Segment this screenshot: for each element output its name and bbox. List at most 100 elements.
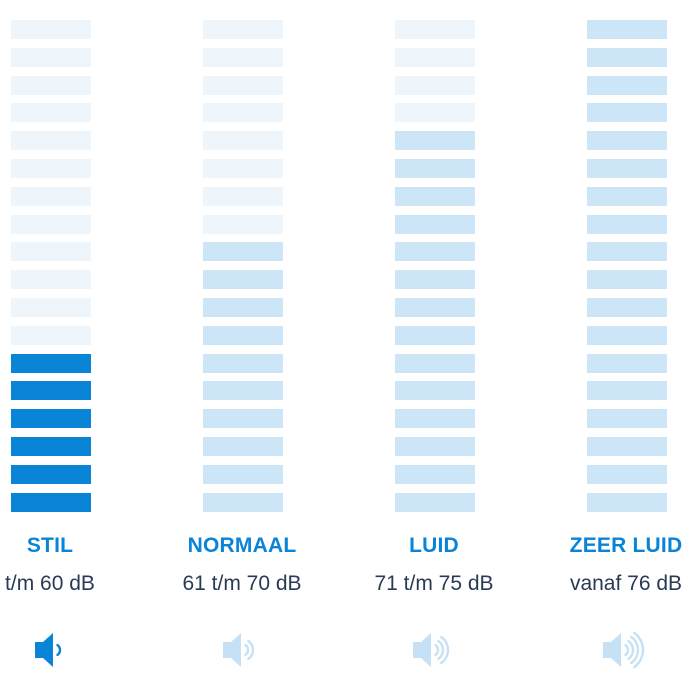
meter-segment-inactive <box>11 158 91 178</box>
meter-segment-inactive <box>11 242 91 262</box>
meter-segment-active <box>203 464 283 484</box>
meter-segment-active <box>587 158 667 178</box>
meter-segment-inactive <box>203 214 283 234</box>
level-range: 71 t/m 75 dB <box>374 572 494 595</box>
meter-segment-inactive <box>11 103 91 123</box>
meter-segment-active <box>587 409 667 429</box>
meter-segment-active <box>395 492 475 512</box>
meter-segment-inactive <box>203 103 283 123</box>
meter-segment-active <box>395 464 475 484</box>
meter-segment-active <box>203 297 283 317</box>
sound-wave <box>56 643 62 657</box>
meter-segment-active <box>11 492 91 512</box>
meter-segment-active <box>11 464 91 484</box>
meter-segment-active <box>11 436 91 456</box>
meter-segment-active <box>395 186 475 206</box>
meter-segment-active <box>203 436 283 456</box>
meter-segment-active <box>395 158 475 178</box>
level-range: t/m 60 dB <box>5 572 95 595</box>
meter-segment-inactive <box>203 75 283 95</box>
sound-wave <box>630 635 640 665</box>
level-range: 61 t/m 70 dB <box>182 572 302 595</box>
meter-segment-active <box>587 325 667 345</box>
meter-segment-inactive <box>11 131 91 151</box>
sound-wave <box>244 643 250 657</box>
sound-wave <box>247 639 255 661</box>
volume-meter <box>11 20 91 520</box>
meter-segment-inactive <box>203 20 283 39</box>
meter-segment-active <box>587 131 667 151</box>
meter-segment-active <box>587 381 667 401</box>
speaker-one-wave-icon <box>35 633 62 667</box>
speaker-two-waves-icon <box>223 633 255 667</box>
meter-segment-inactive <box>11 75 91 95</box>
sound-wave <box>434 643 440 657</box>
meter-segment-active <box>587 20 667 39</box>
meter-segment-inactive <box>11 297 91 317</box>
meter-segment-active <box>11 353 91 373</box>
meter-segment-inactive <box>203 186 283 206</box>
meter-segment-active <box>395 436 475 456</box>
meter-segment-active <box>587 436 667 456</box>
meter-segment-active <box>11 381 91 401</box>
sound-wave <box>624 643 630 657</box>
speaker-body <box>413 633 431 667</box>
meter-segment-inactive <box>11 20 91 39</box>
meter-segment-active <box>203 353 283 373</box>
meter-segment-inactive <box>395 75 475 95</box>
meter-segment-active <box>587 186 667 206</box>
meter-segment-active <box>587 242 667 262</box>
meter-segment-active <box>11 409 91 429</box>
meter-segment-active <box>395 381 475 401</box>
speaker-body <box>35 633 53 667</box>
level-luid: LUID 71 t/m 75 dB <box>374 0 559 700</box>
level-zeer-luid: ZEER LUID vanaf 76 dB <box>570 0 700 700</box>
meter-segment-active <box>587 75 667 95</box>
meter-segment-active <box>203 270 283 290</box>
level-range: vanaf 76 dB <box>569 572 683 595</box>
meter-segment-inactive <box>395 20 475 39</box>
meter-segment-active <box>587 103 667 123</box>
speaker-four-waves-icon <box>603 631 645 669</box>
meter-segment-active <box>203 409 283 429</box>
volume-meter <box>395 20 475 520</box>
speaker-body <box>223 633 241 667</box>
meter-segment-inactive <box>395 47 475 67</box>
meter-segment-active <box>587 270 667 290</box>
sound-wave <box>633 631 645 669</box>
level-label: STIL <box>26 534 74 557</box>
meter-segment-active <box>587 214 667 234</box>
meter-segment-active <box>203 381 283 401</box>
meter-segment-active <box>203 325 283 345</box>
meter-segment-active <box>395 270 475 290</box>
speaker-three-waves-icon <box>413 633 450 667</box>
meter-segment-active <box>587 353 667 373</box>
meter-segment-active <box>395 325 475 345</box>
meter-segment-active <box>203 242 283 262</box>
meter-segment-active <box>395 214 475 234</box>
meter-segment-active <box>395 409 475 429</box>
sound-wave <box>437 639 445 661</box>
volume-meter <box>203 20 283 520</box>
sound-wave <box>440 635 450 665</box>
level-normaal: NORMAAL 61 t/m 70 dB <box>182 0 367 700</box>
meter-segment-inactive <box>11 47 91 67</box>
meter-segment-inactive <box>11 214 91 234</box>
meter-segment-active <box>395 131 475 151</box>
meter-segment-inactive <box>203 158 283 178</box>
meter-segment-active <box>587 297 667 317</box>
speaker-body <box>603 633 621 667</box>
meter-segment-inactive <box>395 103 475 123</box>
meter-segment-active <box>203 492 283 512</box>
meter-segment-inactive <box>203 47 283 67</box>
volume-meter <box>587 20 667 520</box>
sound-wave <box>627 639 635 661</box>
meter-segment-active <box>395 353 475 373</box>
meter-segment-active <box>395 242 475 262</box>
meter-segment-active <box>587 492 667 512</box>
level-label: LUID <box>409 534 459 557</box>
level-stil: STIL t/m 60 dB <box>5 0 175 700</box>
level-label: NORMAAL <box>187 534 297 557</box>
meter-segment-inactive <box>11 325 91 345</box>
meter-segment-inactive <box>203 131 283 151</box>
